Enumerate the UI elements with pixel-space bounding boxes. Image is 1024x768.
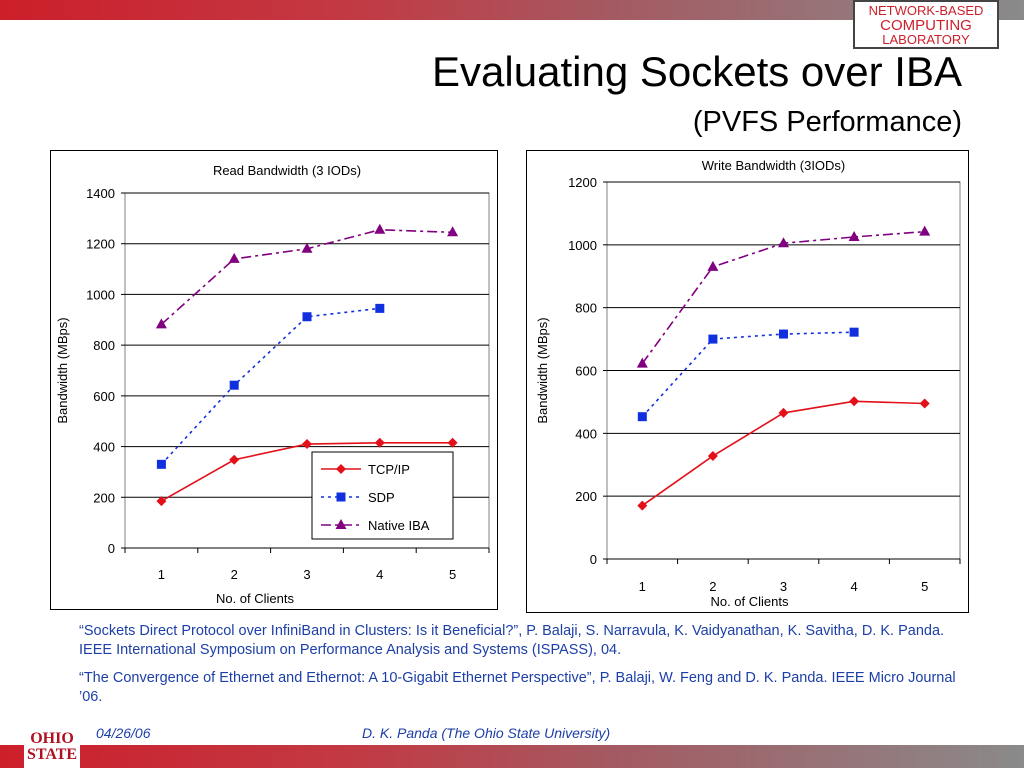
y-tick-label: 600: [93, 389, 115, 404]
series-line: [641, 230, 925, 365]
data-point: [229, 454, 240, 465]
data-point: [708, 334, 718, 344]
x-axis-label: No. of Clients: [216, 591, 295, 606]
y-tick-label: 1000: [86, 287, 115, 302]
x-tick-label: 3: [780, 579, 787, 594]
reference-1: “Sockets Direct Protocol over InfiniBand…: [79, 623, 945, 658]
write-bandwidth-svg: 0 200 400 600 800 1000 1200 1 2 3 4 5 Write Bandwidt…: [535, 158, 961, 609]
legend-marker: [335, 519, 347, 529]
data-point: [707, 450, 718, 461]
data-point: [156, 496, 167, 507]
data-point: [919, 398, 930, 409]
osu-logo-line-2: STATE: [26, 746, 78, 763]
data-point: [849, 396, 860, 407]
nbcl-logo: NETWORK-BASED COMPUTING LABORATORY: [853, 0, 999, 49]
data-point: [302, 439, 312, 450]
chart-title: Read Bandwidth (3 IODs): [213, 163, 361, 178]
data-point: [155, 318, 167, 329]
logo-line-3: LABORATORY: [882, 32, 970, 47]
legend: TCP/IP SDP Native IBA: [311, 451, 454, 540]
ohio-state-logo: OHIO STATE: [24, 727, 80, 768]
y-tick-label: 800: [93, 338, 115, 353]
legend-marker: [336, 464, 346, 474]
data-point: [848, 230, 860, 241]
data-point: [375, 303, 385, 313]
data-point: [778, 407, 789, 418]
y-tick-label: 1200: [568, 175, 597, 190]
y-axis-label: Bandwidth (MBps): [535, 317, 550, 423]
data-point: [919, 225, 931, 236]
y-tick-label: 400: [93, 440, 115, 455]
data-point: [707, 260, 719, 271]
series-tcp: [156, 437, 458, 507]
logo-line-1: NETWORK-BASED: [868, 3, 984, 18]
y-axis-label: Bandwidth (MBps): [55, 317, 70, 423]
footer-date: 04/26/06: [96, 725, 151, 741]
x-tick-label: 1: [158, 567, 165, 582]
x-tick-label: 3: [303, 567, 310, 582]
y-tick-label: 200: [93, 490, 115, 505]
data-point: [779, 329, 788, 339]
y-tick-label: 0: [108, 541, 115, 556]
bottom-banner: [0, 745, 1024, 768]
data-point: [637, 500, 648, 511]
series-native: [636, 225, 931, 368]
legend-label: Native IBA: [368, 518, 430, 533]
legend-marker: [336, 492, 346, 502]
x-axis-label: No. of Clients: [710, 594, 789, 609]
data-point: [778, 237, 789, 248]
y-tick-label: 1400: [86, 186, 115, 201]
y-tick-label: 1000: [568, 238, 597, 253]
series-tcp: [637, 396, 930, 511]
data-point: [374, 223, 386, 234]
footer-author: D. K. Panda (The Ohio State University): [362, 725, 611, 741]
y-tick-label: 400: [575, 426, 597, 441]
x-tick-label: 4: [850, 579, 857, 594]
data-point: [447, 437, 458, 448]
series-native: [155, 223, 459, 329]
osu-logo-line-1: OHIO: [30, 730, 74, 747]
y-tick-label: 200: [575, 489, 597, 504]
x-tick-label: 2: [231, 567, 238, 582]
legend-label: SDP: [368, 490, 395, 505]
y-tick-label: 600: [575, 364, 597, 379]
data-point: [849, 327, 859, 337]
data-point: [636, 357, 648, 368]
series-sdp: [637, 327, 859, 422]
top-banner: [0, 0, 1024, 20]
legend-label: TCP/IP: [368, 462, 410, 477]
x-tick-label: 2: [709, 579, 716, 594]
data-point: [374, 437, 385, 448]
data-point: [156, 459, 166, 469]
y-tick-label: 800: [575, 301, 597, 316]
data-point: [301, 242, 313, 253]
y-tick-label: 1200: [86, 237, 115, 252]
data-point: [229, 380, 239, 390]
read-bandwidth-chart: 0 200 400 600 800 1000 1200 1400 1 2 3 4 5 Read Bandw…: [50, 150, 498, 610]
references: “Sockets Direct Protocol over InfiniBand…: [79, 622, 979, 716]
chart-title: Write Bandwidth (3IODs): [702, 158, 846, 173]
x-tick-label: 5: [449, 567, 456, 582]
x-tick-label: 5: [921, 579, 928, 594]
data-point: [302, 312, 312, 322]
x-tick-label: 1: [639, 579, 646, 594]
reference-2: “The Convergence of Ethernet and Etherno…: [79, 670, 956, 705]
series-line: [160, 307, 380, 465]
slide-title: Evaluating Sockets over IBA: [432, 48, 962, 95]
data-point: [637, 412, 647, 422]
data-point: [228, 252, 240, 263]
write-bandwidth-chart: 0 200 400 600 800 1000 1200 1 2 3 4 5 Write Bandwidt…: [526, 150, 969, 613]
data-point: [447, 226, 459, 237]
legend-box: [311, 451, 454, 540]
y-tick-label: 0: [590, 552, 597, 567]
logo-line-2: COMPUTING: [880, 17, 972, 34]
series-sdp: [156, 303, 385, 469]
slide-subtitle: (PVFS Performance): [692, 106, 962, 138]
series-line: [641, 331, 855, 418]
x-tick-label: 4: [376, 567, 383, 582]
read-bandwidth-svg: 0 200 400 600 800 1000 1200 1400 1 2 3 4 5 Read Bandw…: [55, 163, 490, 606]
